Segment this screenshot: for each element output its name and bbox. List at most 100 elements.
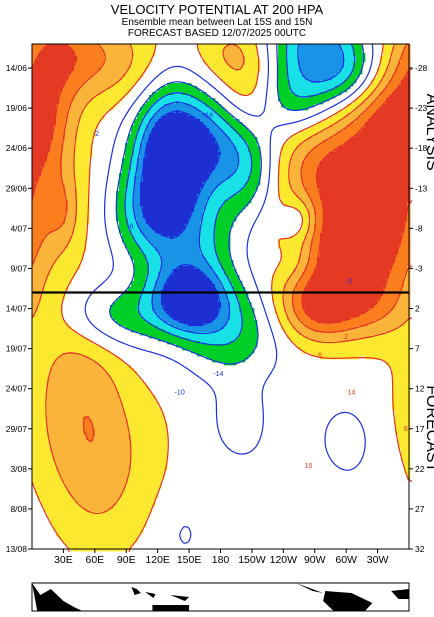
field-cell: [353, 110, 357, 114]
field-cell: [365, 173, 369, 177]
field-cell: [380, 155, 384, 159]
field-cell: [152, 98, 156, 102]
field-cell: [254, 53, 258, 57]
field-cell: [392, 98, 396, 102]
field-cell: [47, 50, 51, 54]
field-cell: [398, 146, 402, 150]
field-cell: [305, 47, 309, 51]
field-cell: [143, 50, 147, 54]
field-cell: [389, 185, 393, 189]
field-cell: [227, 68, 231, 72]
field-cell: [308, 155, 312, 159]
field-cell: [395, 80, 399, 84]
field-cell: [254, 185, 258, 189]
field-cell: [47, 53, 51, 57]
field-cell: [38, 86, 42, 90]
field-cell: [203, 56, 207, 60]
field-cell: [83, 59, 87, 63]
field-cell: [308, 68, 312, 72]
field-cell: [119, 89, 123, 93]
field-cell: [374, 173, 378, 177]
field-cell: [323, 56, 327, 60]
field-cell: [197, 173, 201, 177]
field-cell: [281, 194, 285, 198]
field-cell: [140, 56, 144, 60]
field-cell: [98, 83, 102, 87]
field-cell: [146, 107, 150, 111]
field-cell: [62, 161, 66, 165]
field-cell: [353, 152, 357, 156]
field-cell: [68, 158, 72, 162]
field-cell: [392, 134, 396, 138]
field-cell: [383, 74, 387, 78]
field-cell: [191, 176, 195, 180]
field-cell: [359, 59, 363, 63]
field-cell: [152, 179, 156, 183]
field-cell: [305, 68, 309, 72]
field-cell: [143, 137, 147, 141]
field-cell: [281, 53, 285, 57]
field-cell: [356, 104, 360, 108]
field-cell: [236, 122, 240, 126]
field-cell: [380, 185, 384, 189]
field-cell: [83, 101, 87, 105]
field-cell: [71, 179, 75, 183]
field-cell: [203, 185, 207, 189]
field-cell: [317, 65, 321, 69]
field-cell: [320, 179, 324, 183]
field-cell: [290, 158, 294, 162]
field-cell: [53, 47, 57, 51]
field-cell: [386, 182, 390, 186]
field-cell: [311, 59, 315, 63]
field-cell: [341, 170, 345, 174]
field-cell: [326, 191, 330, 195]
field-cell: [395, 173, 399, 177]
field-cell: [89, 47, 93, 51]
field-cell: [167, 140, 171, 144]
field-cell: [401, 188, 405, 192]
field-cell: [185, 107, 189, 111]
field-cell: [182, 164, 186, 168]
field-cell: [317, 152, 321, 156]
field-cell: [140, 44, 144, 48]
field-cell: [227, 113, 231, 117]
field-cell: [185, 89, 189, 93]
field-cell: [311, 95, 315, 99]
field-cell: [389, 98, 393, 102]
field-cell: [122, 83, 126, 87]
field-cell: [125, 173, 129, 177]
field-cell: [146, 101, 150, 105]
field-cell: [71, 182, 75, 186]
field-cell: [206, 98, 210, 102]
field-cell: [86, 137, 90, 141]
field-cell: [185, 125, 189, 129]
field-cell: [302, 101, 306, 105]
field-cell: [83, 161, 87, 165]
field-cell: [47, 59, 51, 63]
field-cell: [368, 158, 372, 162]
field-cell: [365, 191, 369, 195]
field-cell: [284, 173, 288, 177]
field-cell: [107, 83, 111, 87]
field-cell: [170, 134, 174, 138]
field-cell: [236, 176, 240, 180]
field-cell: [398, 152, 402, 156]
field-cell: [365, 128, 369, 132]
field-cell: [89, 140, 93, 144]
field-cell: [206, 179, 210, 183]
field-cell: [335, 122, 339, 126]
field-cell: [80, 164, 84, 168]
field-cell: [302, 131, 306, 135]
field-cell: [401, 116, 405, 120]
field-cell: [38, 164, 42, 168]
field-cell: [311, 194, 315, 198]
field-cell: [173, 131, 177, 135]
field-cell: [125, 161, 129, 165]
field-cell: [299, 83, 303, 87]
field-cell: [236, 140, 240, 144]
field-cell: [74, 50, 78, 54]
field-cell: [365, 98, 369, 102]
field-cell: [371, 107, 375, 111]
field-cell: [323, 170, 327, 174]
field-cell: [56, 95, 60, 99]
